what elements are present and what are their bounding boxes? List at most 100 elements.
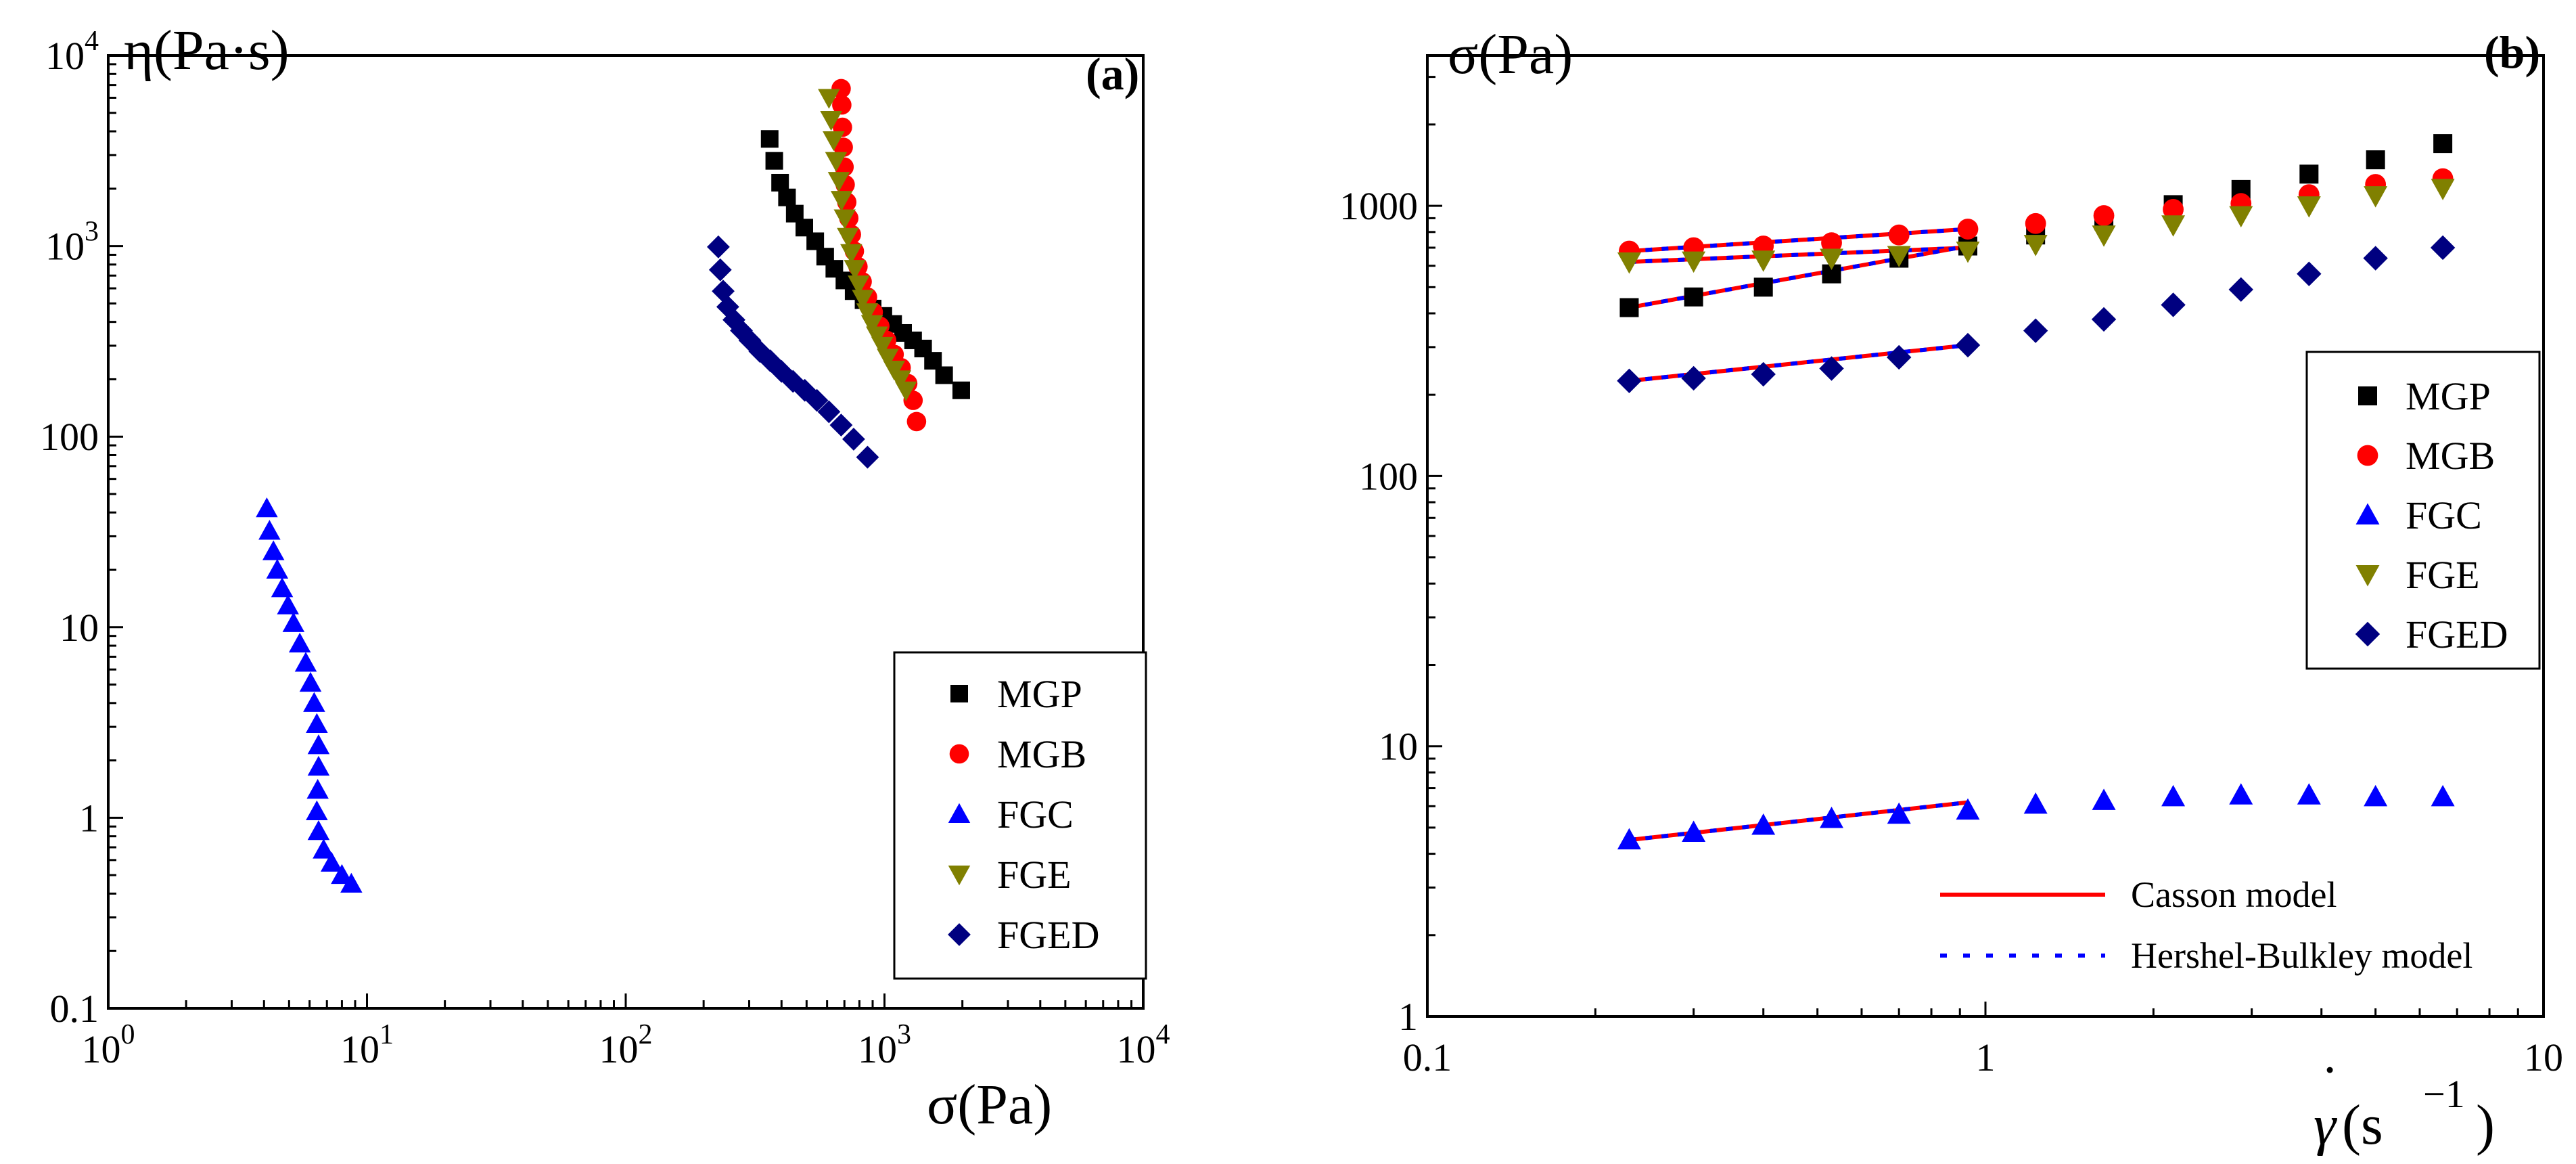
data-point [2023, 318, 2048, 343]
panel-label-b: (b) [2484, 26, 2540, 78]
data-point [2161, 215, 2186, 237]
data-point [818, 89, 840, 109]
data-point [277, 594, 299, 614]
legend-marker-fge [2355, 565, 2380, 587]
data-point [877, 349, 899, 369]
casson-fit-line [1629, 800, 1969, 843]
data-point [806, 232, 825, 250]
data-point [1617, 252, 1641, 274]
legend-label-fgc: FGC [2406, 493, 2482, 537]
data-point [778, 188, 796, 206]
data-point [837, 227, 859, 248]
series-fge [1617, 179, 2455, 274]
data-point [2023, 792, 2048, 814]
data-series-a [256, 79, 970, 893]
data-point [331, 864, 353, 885]
data-point [935, 366, 953, 384]
series-mgb [831, 79, 927, 432]
y-tick-label: 100 [1359, 454, 1418, 498]
data-point [1957, 219, 1979, 240]
series-fge [818, 89, 917, 402]
y-tick-label: 1 [1398, 995, 1418, 1039]
data-point [1821, 232, 1842, 254]
data-point [852, 290, 874, 310]
data-point [2229, 783, 2253, 805]
data-point [833, 209, 856, 229]
legend-box-b [2305, 351, 2541, 670]
data-point [306, 779, 329, 799]
data-point [823, 131, 845, 152]
data-point [1956, 242, 1980, 263]
data-point [844, 260, 866, 280]
data-point [952, 381, 970, 399]
data-point [906, 411, 927, 432]
data-point [1619, 298, 1639, 317]
data-point [894, 381, 917, 402]
data-point [848, 275, 870, 296]
data-point [1887, 246, 1911, 267]
y-tick-label: 103 [45, 217, 99, 269]
data-point [793, 378, 816, 402]
data-point [307, 820, 330, 841]
data-point [266, 558, 289, 579]
legend-label-fgc: FGC [997, 792, 1074, 836]
legend-label-mgb: MGB [2406, 434, 2495, 478]
data-point [832, 95, 852, 115]
data-point [707, 235, 730, 259]
data-point [1819, 356, 1844, 381]
data-point [842, 428, 865, 451]
data-point [2430, 235, 2456, 261]
legend-marker-fged [948, 923, 971, 946]
data-point [830, 191, 853, 211]
data-point [827, 172, 850, 192]
legend-marker-mgb [2357, 445, 2378, 466]
data-point [2025, 212, 2046, 234]
data-point [1753, 277, 1773, 297]
data-point [770, 359, 794, 383]
data-point [2297, 261, 2322, 286]
x-tick-label: 103 [858, 1019, 911, 1071]
data-point [856, 303, 879, 323]
legend-marker-mgp [2358, 386, 2377, 405]
data-point [760, 130, 779, 148]
data-point [299, 671, 322, 692]
data-point [1751, 250, 1776, 272]
legend-marker-mgp [950, 685, 968, 702]
legend-box-a [893, 651, 1147, 980]
y-axis-label-b: σ(Pa) [1448, 23, 1573, 86]
x-axis-label-dot: ˙ [2320, 1054, 2339, 1117]
data-point [1888, 224, 1910, 246]
data-point [2363, 246, 2388, 271]
data-point [1617, 368, 1642, 393]
data-point [2433, 134, 2453, 154]
data-point [2431, 784, 2455, 807]
data-point [307, 734, 330, 755]
data-point [282, 612, 305, 632]
data-point [2366, 150, 2385, 170]
data-point [2228, 277, 2253, 303]
y-axis-label-a: η(Pa·s) [124, 19, 290, 82]
tick-labels-a: 100 101 102 103 104 0.1 1 10 100 103 104 [40, 26, 1170, 1071]
data-point [771, 173, 789, 192]
data-point [889, 370, 911, 390]
data-point [2163, 199, 2184, 220]
legend-marker-mgb [949, 744, 969, 764]
legend-marker-fged [2355, 621, 2380, 647]
x-tick-label: 0.1 [1403, 1035, 1452, 1079]
data-point [860, 315, 883, 336]
data-point [805, 388, 829, 412]
x-tick-label: 104 [1117, 1019, 1170, 1071]
data-point [1956, 798, 1980, 820]
data-point [2161, 292, 2186, 317]
legend-label-mgp: MGP [2406, 374, 2491, 418]
x-axis-label-unit: (s [2342, 1094, 2383, 1157]
series-fgc [1617, 783, 2455, 850]
data-point [294, 652, 317, 672]
series-fged [707, 235, 879, 469]
legend-marker-fge [948, 866, 971, 886]
legend-a: MGP MGB FGC FGE FGED [893, 651, 1147, 980]
data-point [306, 800, 328, 820]
legend-label-mgp: MGP [997, 672, 1082, 716]
legend-b: MGP MGB FGC FGE FGED [2305, 351, 2541, 670]
